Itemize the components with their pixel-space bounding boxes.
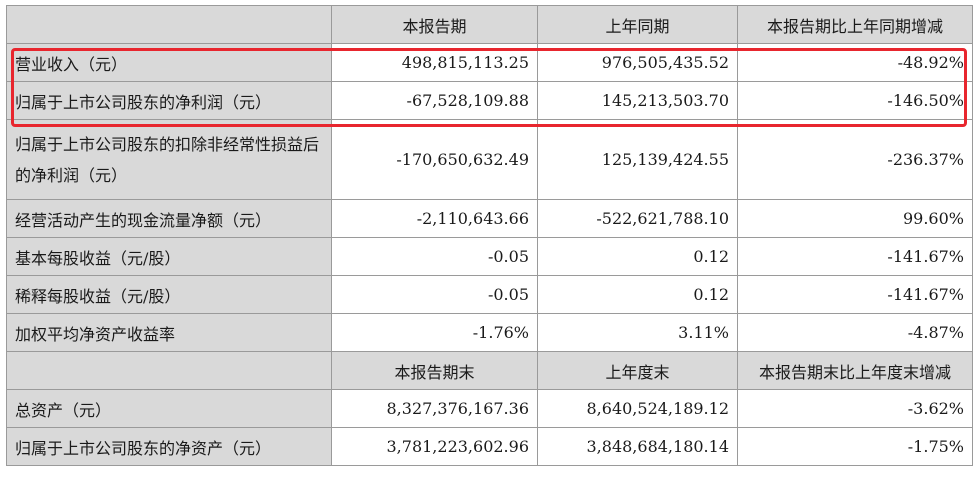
table-row: 经营活动产生的现金流量净额（元） -2,110,643.66 -522,621,… [6,199,973,238]
row-label: 经营活动产生的现金流量净额（元） [6,199,332,238]
table-row: 加权平均净资产收益率 -1.76% 3.11% -4.87% [6,313,973,352]
row-label: 归属于上市公司股东的净资产（元） [6,427,332,466]
row-label: 归属于上市公司股东的扣除非经常性损益后的净利润（元） [6,119,332,200]
change-value: -1.75% [737,427,973,466]
prior-value: 3,848,684,180.14 [537,427,738,466]
financial-summary-table: 本报告期 上年同期 本报告期比上年同期增减 营业收入（元） 498,815,11… [6,5,973,466]
prior-value: 3.11% [537,313,738,352]
prior-value: 145,213,503.70 [537,81,738,120]
current-value: -2,110,643.66 [331,199,538,238]
change-value: -3.62% [737,389,973,428]
prior-value: 125,139,424.55 [537,119,738,200]
current-value: -1.76% [331,313,538,352]
table-row: 营业收入（元） 498,815,113.25 976,505,435.52 -4… [6,43,973,82]
header-row-period-end: 本报告期末 上年度末 本报告期末比上年度末增减 [6,351,973,390]
change-value: -236.37% [737,119,973,200]
row-label: 营业收入（元） [6,43,332,82]
header-current-period: 本报告期 [331,5,538,44]
change-value: -48.92% [737,43,973,82]
header-prior-year-end: 上年度末 [537,351,738,390]
prior-value: 976,505,435.52 [537,43,738,82]
header-row-period: 本报告期 上年同期 本报告期比上年同期增减 [6,5,973,44]
row-label: 总资产（元） [6,389,332,428]
change-value: 99.60% [737,199,973,238]
prior-value: 8,640,524,189.12 [537,389,738,428]
current-value: -170,650,632.49 [331,119,538,200]
current-value: -0.05 [331,275,538,314]
table-row: 基本每股收益（元/股） -0.05 0.12 -141.67% [6,237,973,276]
header-corner-cell [6,351,332,390]
current-value: 8,327,376,167.36 [331,389,538,428]
change-value: -141.67% [737,275,973,314]
change-value: -146.50% [737,81,973,120]
change-value: -141.67% [737,237,973,276]
row-label: 基本每股收益（元/股） [6,237,332,276]
row-label: 归属于上市公司股东的净利润（元） [6,81,332,120]
header-current-period-end: 本报告期末 [331,351,538,390]
header-prior-period: 上年同期 [537,5,738,44]
current-value: -0.05 [331,237,538,276]
prior-value: 0.12 [537,275,738,314]
current-value: 3,781,223,602.96 [331,427,538,466]
current-value: -67,528,109.88 [331,81,538,120]
table-row: 稀释每股收益（元/股） -0.05 0.12 -141.67% [6,275,973,314]
table-row: 归属于上市公司股东的净资产（元） 3,781,223,602.96 3,848,… [6,427,973,466]
current-value: 498,815,113.25 [331,43,538,82]
header-period-end-change: 本报告期末比上年度末增减 [737,351,973,390]
row-label: 加权平均净资产收益率 [6,313,332,352]
table-row: 归属于上市公司股东的扣除非经常性损益后的净利润（元） -170,650,632.… [6,119,973,200]
row-label: 稀释每股收益（元/股） [6,275,332,314]
table-row: 总资产（元） 8,327,376,167.36 8,640,524,189.12… [6,389,973,428]
table-row: 归属于上市公司股东的净利润（元） -67,528,109.88 145,213,… [6,81,973,120]
header-corner-cell [6,5,332,44]
prior-value: -522,621,788.10 [537,199,738,238]
prior-value: 0.12 [537,237,738,276]
header-period-change: 本报告期比上年同期增减 [737,5,973,44]
change-value: -4.87% [737,313,973,352]
